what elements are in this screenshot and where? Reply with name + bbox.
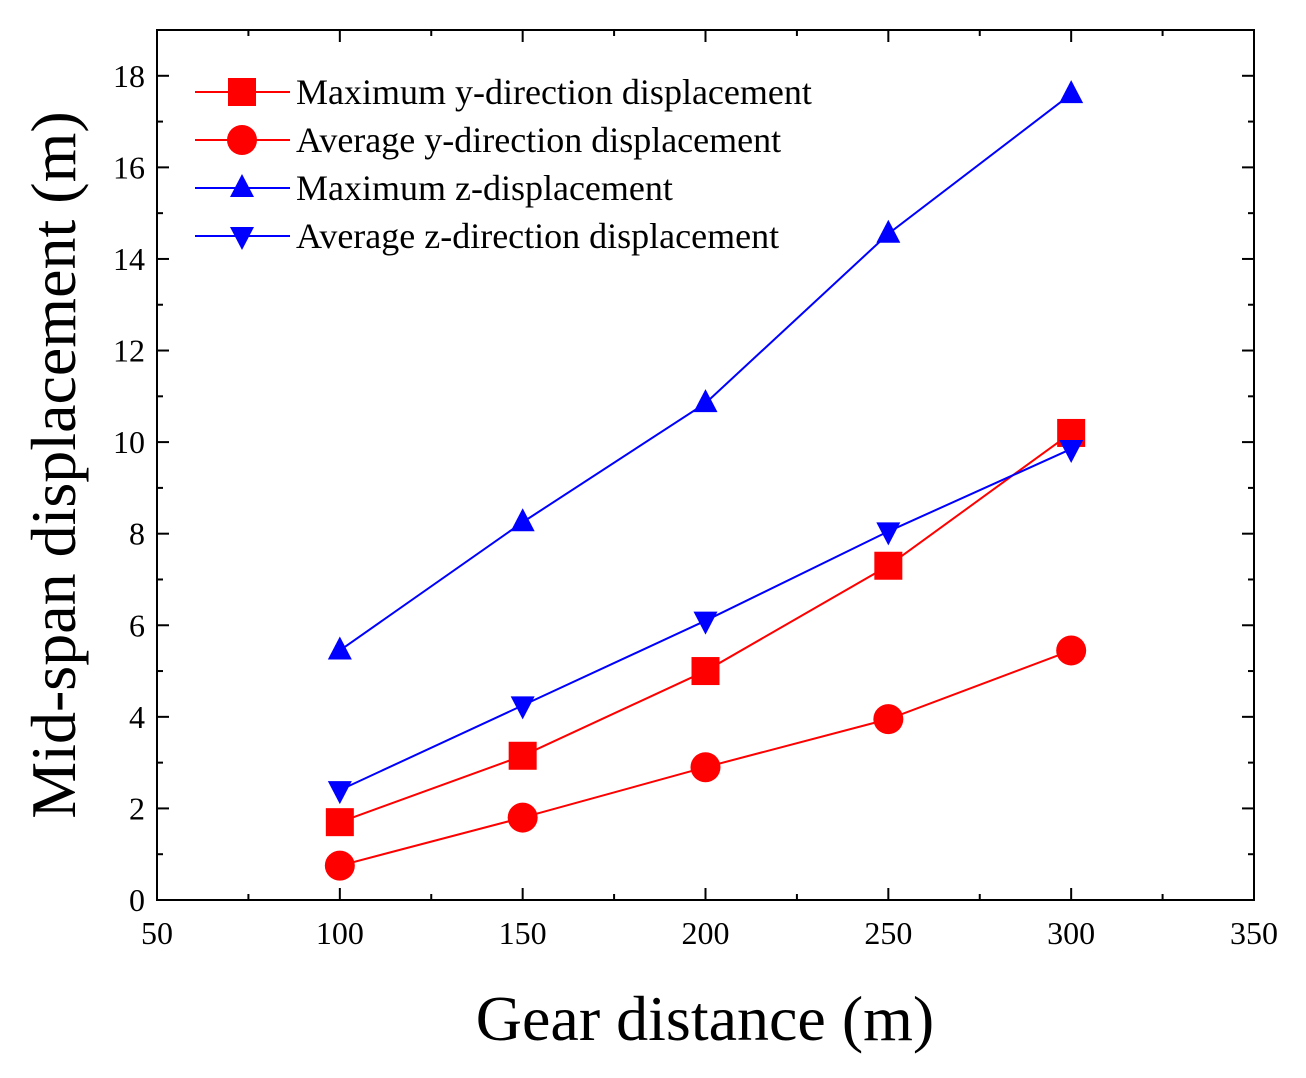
y-tick-label: 2 (129, 790, 145, 826)
y-tick-label: 4 (129, 699, 145, 735)
data-point (325, 808, 354, 837)
x-tick-label: 200 (682, 915, 730, 951)
series-2 (324, 635, 1087, 881)
data-point (873, 704, 904, 735)
legend-label: Average z-direction displacement (296, 216, 779, 256)
x-tick-label: 300 (1047, 915, 1095, 951)
y-tick-label: 18 (113, 58, 145, 94)
legend-item: Average y-direction displacement (195, 120, 781, 160)
legend-item: Maximum z-displacement (195, 168, 673, 208)
data-point (874, 551, 903, 580)
y-tick-label: 8 (129, 516, 145, 552)
legend-marker (230, 174, 254, 197)
data-point (507, 802, 538, 833)
data-point (693, 389, 718, 413)
data-point (508, 741, 537, 770)
x-tick-label: 50 (141, 915, 173, 951)
legend-marker (230, 227, 254, 250)
y-tick-label: 0 (129, 882, 145, 918)
data-point (327, 636, 352, 660)
data-point (324, 850, 355, 881)
series-3 (327, 80, 1084, 660)
ticks-layer: 50 100 150 200 250 300 350 0 2 4 6 8 10 12 14 16 18 (113, 30, 1278, 951)
data-point (510, 508, 535, 532)
y-tick-label: 6 (129, 607, 145, 643)
data-point (1056, 635, 1087, 666)
legend-marker (228, 78, 256, 106)
legend: Maximum y-direction displacement Average … (195, 72, 812, 256)
data-point (327, 781, 352, 805)
series-layer (324, 80, 1087, 881)
x-tick-label: 100 (316, 915, 364, 951)
x-tick-label: 150 (499, 915, 547, 951)
y-tick-label: 16 (113, 149, 145, 185)
x-axis-title: Gear distance (m) (476, 983, 934, 1054)
y-axis-title: Mid-span displacement (m) (18, 111, 89, 818)
legend-label: Maximum z-displacement (296, 168, 673, 208)
data-point (690, 752, 721, 783)
legend-marker (227, 125, 257, 155)
series-4 (327, 439, 1084, 805)
data-point (876, 522, 901, 546)
x-tick-label: 350 (1230, 915, 1278, 951)
legend-label: Average y-direction displacement (296, 120, 781, 160)
data-point (691, 657, 720, 686)
legend-item: Average z-direction displacement (195, 216, 779, 256)
data-point (876, 219, 901, 243)
data-point (693, 611, 718, 635)
x-tick-label: 250 (864, 915, 912, 951)
y-tick-label: 10 (113, 424, 145, 460)
legend-item: Maximum y-direction displacement (195, 72, 812, 112)
legend-label: Maximum y-direction displacement (296, 72, 812, 112)
data-point (1059, 439, 1084, 463)
data-point (1059, 80, 1084, 104)
y-tick-label: 12 (113, 333, 145, 369)
y-tick-label: 14 (113, 241, 145, 277)
data-point (510, 696, 535, 720)
